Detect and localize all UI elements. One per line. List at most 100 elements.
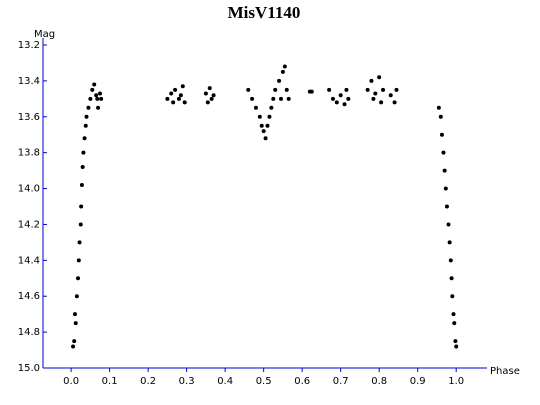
data-point xyxy=(334,100,339,105)
data-point xyxy=(277,78,282,83)
data-point xyxy=(79,204,84,209)
x-tick-label: 0.2 xyxy=(140,376,156,387)
data-point xyxy=(365,87,370,92)
data-point xyxy=(265,123,270,128)
data-point xyxy=(84,114,89,119)
data-point xyxy=(99,96,104,101)
y-tick-label: 13.4 xyxy=(18,76,40,87)
x-tick-label: 1.0 xyxy=(448,376,464,387)
data-point xyxy=(273,87,278,92)
x-tick-label: 0.6 xyxy=(294,376,310,387)
data-point xyxy=(211,93,216,98)
x-tick-label: 0.1 xyxy=(102,376,118,387)
data-point xyxy=(280,69,285,74)
data-point xyxy=(82,136,87,141)
y-tick-label: 14.2 xyxy=(18,219,40,230)
data-point xyxy=(205,100,210,105)
data-point xyxy=(76,258,81,263)
data-point xyxy=(446,222,451,227)
data-point xyxy=(448,258,453,263)
data-point xyxy=(381,87,386,92)
data-point xyxy=(72,339,77,344)
data-point xyxy=(94,93,99,98)
data-point xyxy=(78,222,83,227)
y-tick-label: 14.6 xyxy=(18,291,40,302)
data-point xyxy=(438,114,443,119)
x-tick-label: 0.7 xyxy=(333,376,349,387)
data-point xyxy=(81,150,86,155)
data-point xyxy=(278,96,283,101)
data-point xyxy=(171,100,176,105)
data-point xyxy=(207,86,212,91)
data-point xyxy=(436,105,441,110)
data-point xyxy=(443,186,448,191)
data-point xyxy=(169,91,174,96)
y-tick-label: 14.8 xyxy=(18,327,40,338)
data-point xyxy=(371,96,376,101)
y-tick-label: 14.4 xyxy=(18,255,40,266)
data-point xyxy=(77,240,82,245)
data-point xyxy=(165,96,170,101)
data-point xyxy=(284,87,289,92)
data-point xyxy=(95,96,100,101)
data-point xyxy=(246,87,251,92)
x-tick-label: 0.0 xyxy=(63,376,79,387)
y-tick-label: 15.0 xyxy=(18,363,40,374)
data-point xyxy=(269,105,274,110)
x-tick-label: 0.9 xyxy=(410,376,426,387)
data-point xyxy=(88,96,93,101)
y-axis-label: Mag xyxy=(34,29,55,40)
data-point xyxy=(182,100,187,105)
data-point xyxy=(392,100,397,105)
data-point xyxy=(327,87,332,92)
data-point xyxy=(96,105,101,110)
data-point xyxy=(373,91,378,96)
data-point xyxy=(72,312,77,317)
data-point xyxy=(180,84,185,89)
x-tick-label: 0.3 xyxy=(179,376,195,387)
x-tick-label: 0.5 xyxy=(256,376,272,387)
data-point xyxy=(261,129,266,134)
data-point xyxy=(97,91,102,96)
data-point xyxy=(344,87,349,92)
data-point xyxy=(173,87,178,92)
data-point xyxy=(282,64,287,69)
data-point xyxy=(259,123,264,128)
data-point xyxy=(439,132,444,137)
data-point xyxy=(309,89,314,94)
y-tick-label: 13.8 xyxy=(18,148,40,159)
data-point xyxy=(441,150,446,155)
data-point xyxy=(450,294,455,299)
chart-title: MisV1140 xyxy=(228,3,301,22)
data-point xyxy=(203,91,208,96)
data-point xyxy=(271,96,276,101)
data-point xyxy=(74,294,79,299)
data-point xyxy=(444,204,449,209)
data-point xyxy=(86,105,91,110)
data-point xyxy=(257,114,262,119)
y-tick-label: 13.6 xyxy=(18,112,40,123)
data-point xyxy=(447,240,452,245)
y-tick-label: 13.2 xyxy=(18,40,40,51)
data-point xyxy=(267,114,272,119)
data-point xyxy=(253,105,258,110)
data-point xyxy=(342,102,347,107)
y-tick-label: 14.0 xyxy=(18,184,40,195)
data-point xyxy=(379,100,384,105)
data-point xyxy=(394,87,399,92)
data-point xyxy=(330,96,335,101)
data-point xyxy=(338,93,343,98)
x-axis-label: Phase xyxy=(490,366,520,377)
data-point xyxy=(369,78,374,83)
data-point xyxy=(176,96,181,101)
data-point xyxy=(451,312,456,317)
data-point xyxy=(452,321,457,326)
data-point xyxy=(388,93,393,98)
x-tick-label: 0.4 xyxy=(217,376,233,387)
data-point xyxy=(377,75,382,80)
data-point xyxy=(346,96,351,101)
data-point xyxy=(449,276,454,281)
data-point xyxy=(83,123,88,128)
data-point xyxy=(76,276,81,281)
